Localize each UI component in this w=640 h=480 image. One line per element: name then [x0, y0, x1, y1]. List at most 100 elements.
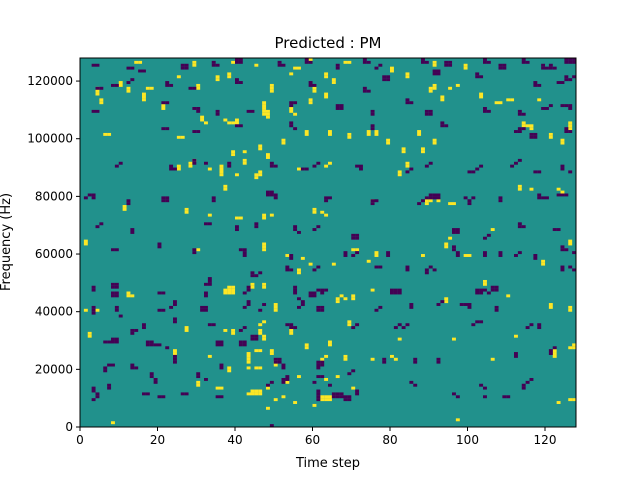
heatmap-cell-low — [145, 343, 150, 347]
heatmap-cell-low — [242, 254, 247, 257]
heatmap-cell-high — [180, 135, 185, 139]
heatmap-cell-high — [254, 366, 259, 370]
heatmap-cell-high — [448, 202, 453, 206]
heatmap-cell-low — [316, 392, 321, 396]
heatmap-cell-low — [362, 60, 367, 64]
heatmap-cell-high — [246, 366, 251, 370]
heatmap-cell-low — [173, 303, 177, 306]
heatmap-cell-high — [347, 323, 352, 327]
heatmap-cell-high — [242, 161, 247, 165]
heatmap-cell-low — [568, 58, 573, 61]
heatmap-cell-high — [254, 176, 259, 180]
heatmap-cell-low — [374, 66, 379, 70]
heatmap-cell-low — [211, 63, 216, 67]
heatmap-cell-low — [316, 308, 321, 312]
heatmap-cell-low — [149, 343, 154, 347]
heatmap-cell-low — [91, 389, 96, 393]
heatmap-cell-low — [196, 372, 201, 376]
heatmap-cell-low — [517, 130, 522, 133]
heatmap-cell-low — [238, 328, 243, 332]
heatmap-cell-low — [111, 248, 115, 252]
heatmap-cell-low — [91, 196, 96, 200]
x-tick-label: 40 — [227, 433, 242, 447]
heatmap-cell-low — [161, 199, 166, 203]
heatmap-cell-low — [386, 78, 391, 82]
heatmap-cell-low — [308, 83, 313, 87]
heatmap-cell-high — [289, 107, 294, 110]
y-tick-label: 60000 — [35, 247, 73, 261]
heatmap-cell-low — [455, 395, 460, 399]
heatmap-cell-high — [386, 141, 391, 145]
heatmap-cell-high — [297, 268, 301, 272]
heatmap-cell-low — [180, 63, 185, 67]
heatmap-cell-low — [107, 363, 112, 367]
heatmap-cell-high — [494, 101, 499, 105]
heatmap-cell-low — [316, 395, 321, 399]
heatmap-cell-low — [238, 58, 243, 61]
heatmap-cell-low — [238, 343, 243, 347]
heatmap-cell-high — [258, 323, 263, 327]
heatmap-cell-high — [452, 337, 456, 341]
heatmap-cell-low — [192, 161, 197, 165]
heatmap-cell-low — [541, 196, 546, 200]
heatmap-cell-low — [498, 66, 503, 70]
heatmap-cell-low — [111, 282, 115, 286]
heatmap-cell-high — [455, 83, 460, 87]
heatmap-cell-low — [281, 380, 286, 384]
heatmap-cell-low — [572, 268, 577, 272]
heatmap-cell-low — [552, 228, 557, 232]
heatmap-cell-low — [432, 196, 437, 200]
heatmap-cell-low — [541, 66, 546, 70]
heatmap-cell-high — [273, 398, 278, 402]
heatmap-cell-low — [130, 328, 135, 332]
heatmap-cell-low — [483, 288, 487, 292]
heatmap-cell-low — [339, 392, 344, 396]
heatmap-cell-low — [459, 303, 464, 306]
heatmap-cell-low — [467, 199, 472, 203]
heatmap-cell-low — [339, 107, 344, 110]
heatmap-cell-low — [99, 222, 104, 226]
heatmap-cell-low — [242, 248, 247, 252]
heatmap-cell-low — [424, 112, 429, 116]
heatmap-cell-low — [111, 285, 115, 289]
plot-frame — [79, 57, 577, 428]
heatmap-cell-low — [118, 314, 123, 318]
heatmap-cell-low — [204, 308, 208, 312]
heatmap-cell-low — [568, 60, 573, 64]
heatmap-cell-high — [269, 83, 274, 87]
heatmap-cell-high — [227, 285, 232, 289]
heatmap-cell-low — [440, 124, 445, 128]
heatmap-cell-low — [114, 291, 119, 295]
heatmap-cell-low — [548, 63, 553, 67]
heatmap-cell-low — [215, 63, 220, 67]
heatmap-cell-high — [293, 401, 298, 404]
heatmap-cell-high — [568, 242, 573, 246]
heatmap-cell-high — [246, 357, 251, 361]
heatmap-cell-high — [312, 86, 317, 90]
heatmap-cell-high — [235, 118, 239, 122]
heatmap-cell-low — [386, 75, 391, 79]
heatmap-cell-low — [428, 112, 433, 116]
heatmap-cell-low — [355, 323, 360, 327]
heatmap-cell-low — [370, 199, 375, 203]
heatmap-cell-high — [204, 121, 208, 125]
heatmap-cell-high — [405, 75, 410, 79]
heatmap-cell-low — [173, 357, 177, 361]
heatmap-cell-low — [370, 202, 375, 206]
heatmap-cell-high — [370, 357, 375, 361]
heatmap-cell-high — [184, 210, 189, 214]
heatmap-cell-low — [533, 83, 538, 87]
heatmap-cell-low — [293, 288, 298, 292]
heatmap-cell-low — [91, 288, 96, 292]
heatmap-cell-low — [355, 164, 360, 168]
heatmap-cell-low — [397, 323, 402, 327]
heatmap-cell-low — [432, 69, 437, 73]
heatmap-cell-low — [130, 230, 135, 234]
heatmap-cell-low — [273, 196, 278, 200]
heatmap-cell-high — [390, 354, 394, 358]
y-tick-label: 0 — [65, 420, 73, 434]
heatmap-cell-high — [324, 213, 329, 217]
heatmap-cell-low — [560, 268, 565, 272]
heatmap-cell-high — [568, 308, 573, 312]
heatmap-cell-low — [316, 375, 321, 379]
